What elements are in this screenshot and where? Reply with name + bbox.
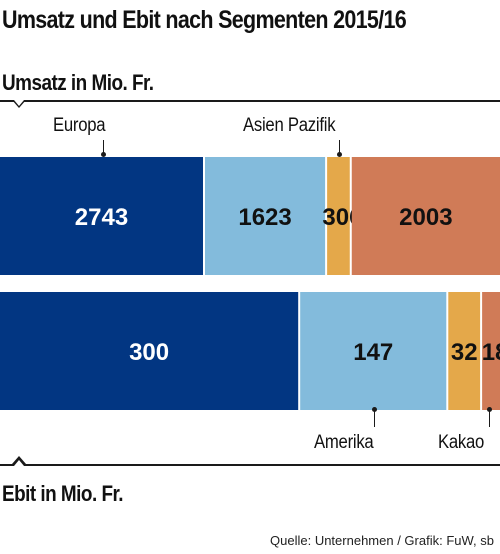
ebit-bar-kakao bbox=[482, 292, 500, 410]
umsatz-value-europa: 2743 bbox=[75, 204, 128, 231]
ebit-bar-europa bbox=[0, 292, 299, 410]
ebit-value-kakao: 18 bbox=[482, 339, 500, 366]
source-note: Quelle: Unternehmen / Grafik: FuW, sb bbox=[270, 533, 494, 548]
leader-dot-europa bbox=[101, 152, 106, 157]
leader-amerika bbox=[374, 409, 375, 427]
ebit-value-amerika: 147 bbox=[353, 339, 393, 366]
ebit-value-europa: 300 bbox=[129, 339, 169, 366]
leader-dot-asien-pazifik bbox=[337, 152, 342, 157]
umsatz-bar-asien-pazifik bbox=[327, 157, 350, 275]
umsatz-bar-kakao bbox=[351, 157, 500, 275]
ebit-bar: 300 147 3218 bbox=[0, 292, 500, 410]
ebit-divider bbox=[0, 464, 500, 466]
ebit-value-asien-pazifik: 32 bbox=[451, 339, 478, 366]
umsatz-bar-amerika bbox=[205, 157, 326, 275]
umsatz-value-amerika: 1623 bbox=[238, 204, 291, 231]
ebit-section-label: Ebit in Mio. Fr. bbox=[2, 481, 124, 506]
umsatz-divider-notch-fill bbox=[14, 100, 24, 106]
chart-title: Umsatz und Ebit nach Segmenten 2015/16 bbox=[2, 6, 407, 34]
umsatz-divider bbox=[0, 100, 500, 102]
umsatz-section-label: Umsatz in Mio. Fr. bbox=[2, 70, 154, 95]
umsatz-bar-europa bbox=[0, 157, 203, 275]
label-europa: Europa bbox=[53, 115, 106, 136]
leader-asien-pazifik bbox=[339, 140, 340, 154]
umsatz-bar: 2743 1623 306 2003 bbox=[0, 157, 500, 275]
leader-europa bbox=[103, 140, 104, 154]
ebit-bar-asien-pazifik bbox=[448, 292, 481, 410]
label-asien-pazifik: Asien Pazifik bbox=[243, 115, 336, 136]
label-amerika: Amerika bbox=[314, 432, 374, 453]
ebit-divider-notch-fill bbox=[14, 460, 24, 466]
ebit-bar-amerika bbox=[300, 292, 447, 410]
leader-kakao bbox=[489, 409, 490, 427]
umsatz-value-kakao: 2003 bbox=[399, 204, 452, 231]
label-kakao: Kakao bbox=[438, 432, 485, 453]
